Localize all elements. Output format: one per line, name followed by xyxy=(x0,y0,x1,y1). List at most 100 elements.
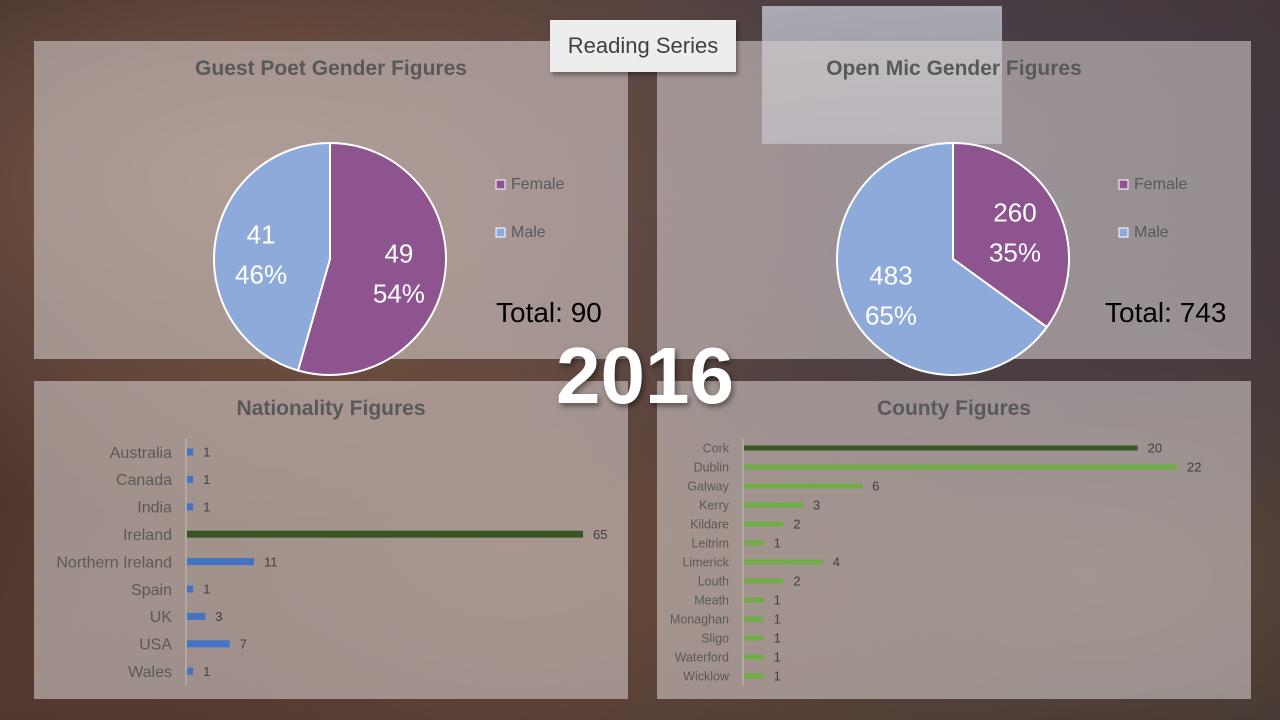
nationality-panel: Nationality Figures Australia 1 Canada 1 Ind… xyxy=(34,381,628,699)
nationality-value-label-australia: 1 xyxy=(203,445,210,460)
nationality-value-label-spain: 1 xyxy=(203,582,210,597)
nationality-bar-ireland xyxy=(187,530,583,538)
guest-poet-percent-label-male: 46% xyxy=(235,259,287,289)
nationality-bar-india xyxy=(187,503,194,511)
county-value-label-dublin: 22 xyxy=(1187,460,1201,475)
nationality-title: Nationality Figures xyxy=(236,397,426,420)
open-mic-title: Open Mic Gender Figures xyxy=(826,57,1082,80)
nationality-bar-wales xyxy=(187,667,194,675)
guest-poet-slice-female xyxy=(296,141,447,376)
nationality-value-label-uk: 3 xyxy=(215,609,222,624)
open-mic-percent-label-male: 65% xyxy=(865,301,917,331)
county-value-label-wicklow: 1 xyxy=(774,669,781,684)
guest-poet-percent-label-female: 54% xyxy=(373,279,425,309)
open-mic-slice-male xyxy=(836,141,1049,376)
county-bar-dublin xyxy=(744,464,1177,470)
county-category-label-galway: Galway xyxy=(687,480,729,494)
county-value-label-limerick: 4 xyxy=(833,555,840,570)
county-bar-louth xyxy=(744,578,784,584)
county-bar-monaghan xyxy=(744,616,764,622)
county-category-label-meath: Meath xyxy=(694,594,729,608)
county-category-label-limerick: Limerick xyxy=(682,556,729,570)
county-value-label-sligo: 1 xyxy=(774,631,781,646)
reading-series-header: Reading Series xyxy=(550,20,736,72)
county-value-label-meath: 1 xyxy=(774,593,781,608)
county-bar-chart: Cork 20 Dublin 22 Galway 6 Kerry 3 Kildare 2 Leitr… xyxy=(670,438,1201,686)
county-bar-wicklow xyxy=(744,673,764,679)
open-mic-legend-female: Female xyxy=(1134,176,1187,193)
nationality-category-label-uk: UK xyxy=(150,609,173,626)
county-bar-kildare xyxy=(744,521,784,527)
county-value-label-louth: 2 xyxy=(793,574,800,589)
guest-poet-value-label-male: 41 xyxy=(247,219,276,249)
open-mic-percent-label-female: 35% xyxy=(989,237,1041,267)
nationality-category-label-canada: Canada xyxy=(116,472,172,489)
nationality-value-label-ireland: 65 xyxy=(593,527,607,542)
open-mic-total: Total: 743 xyxy=(1105,297,1227,328)
nationality-category-label-spain: Spain xyxy=(131,582,172,599)
county-bar-galway xyxy=(744,483,863,489)
county-bar-waterford xyxy=(744,654,764,660)
nationality-value-label-canada: 1 xyxy=(203,472,210,487)
county-category-label-sligo: Sligo xyxy=(701,632,729,646)
guest-poet-title: Guest Poet Gender Figures xyxy=(195,57,467,80)
county-bar-meath xyxy=(744,597,764,603)
guest-poet-value-label-female: 49 xyxy=(384,239,413,269)
guest-poet-pie-chart: 49 54% 41 46% Female Male xyxy=(213,141,564,376)
open-mic-value-label-male: 483 xyxy=(869,261,912,291)
county-category-label-dublin: Dublin xyxy=(694,461,729,475)
guest-poet-panel: Guest Poet Gender Figures 49 54% 41 46% Fema… xyxy=(34,41,628,376)
nationality-bar-chart: Australia 1 Canada 1 India 1 Ireland 65 Northern… xyxy=(56,438,607,685)
county-bar-limerick xyxy=(744,559,823,565)
nationality-bar-spain xyxy=(187,585,194,593)
nationality-category-label-india: India xyxy=(137,500,172,517)
county-panel: County Figures Cork 20 Dublin 22 Galway 6 Kerr… xyxy=(657,381,1251,699)
year-label: 2016 xyxy=(556,331,734,420)
guest-poet-total: Total: 90 xyxy=(496,297,602,328)
county-category-label-leitrim: Leitrim xyxy=(691,537,729,551)
county-category-label-kerry: Kerry xyxy=(699,499,730,513)
county-value-label-leitrim: 1 xyxy=(774,536,781,551)
open-mic-legend-male: Male xyxy=(1134,224,1169,241)
nationality-value-label-usa: 7 xyxy=(240,636,247,651)
nationality-value-label-india: 1 xyxy=(203,499,210,514)
county-category-label-wicklow: Wicklow xyxy=(683,670,730,684)
county-category-label-kildare: Kildare xyxy=(690,518,729,532)
guest-poet-legend-female: Female xyxy=(511,176,564,193)
nationality-bar-usa xyxy=(187,640,230,648)
county-category-label-monaghan: Monaghan xyxy=(670,613,729,627)
nationality-bar-canada xyxy=(187,475,194,483)
county-value-label-cork: 20 xyxy=(1148,441,1162,456)
open-mic-legend-swatch-female xyxy=(1118,179,1129,190)
open-mic-legend-swatch-male xyxy=(1118,227,1129,238)
county-value-label-galway: 6 xyxy=(872,479,879,494)
nationality-value-label-wales: 1 xyxy=(203,664,210,679)
county-value-label-waterford: 1 xyxy=(774,650,781,665)
nationality-bar-australia xyxy=(187,448,194,456)
guest-poet-legend-swatch-female xyxy=(495,179,506,190)
county-category-label-cork: Cork xyxy=(703,442,730,456)
nationality-category-label-usa: USA xyxy=(139,637,172,654)
guest-poet-legend-swatch-male xyxy=(495,227,506,238)
nationality-category-label-wales: Wales xyxy=(128,664,172,681)
county-bar-leitrim xyxy=(744,540,764,546)
guest-poet-legend-male: Male xyxy=(511,224,546,241)
nationality-bar-northern-ireland xyxy=(187,558,255,566)
guest-poet-slice-male xyxy=(213,141,331,372)
open-mic-panel: Open Mic Gender Figures 260 35% 483 65% Fema… xyxy=(657,41,1251,376)
nationality-value-label-northern-ireland: 11 xyxy=(264,554,278,569)
county-value-label-kildare: 2 xyxy=(793,517,800,532)
nationality-category-label-northern-ireland: Northern Ireland xyxy=(56,554,172,571)
nationality-category-label-ireland: Ireland xyxy=(123,527,172,544)
open-mic-slice-female xyxy=(952,141,1070,329)
open-mic-value-label-female: 260 xyxy=(993,197,1036,227)
county-bar-sligo xyxy=(744,635,764,641)
nationality-category-label-australia: Australia xyxy=(110,445,172,462)
county-value-label-monaghan: 1 xyxy=(774,612,781,627)
county-category-label-louth: Louth xyxy=(698,575,729,589)
county-category-label-waterford: Waterford xyxy=(675,651,729,665)
county-value-label-kerry: 3 xyxy=(813,498,820,513)
county-bar-cork xyxy=(744,445,1138,451)
open-mic-pie-chart: 260 35% 483 65% Female Male xyxy=(836,141,1187,376)
county-title: County Figures xyxy=(876,397,1031,420)
